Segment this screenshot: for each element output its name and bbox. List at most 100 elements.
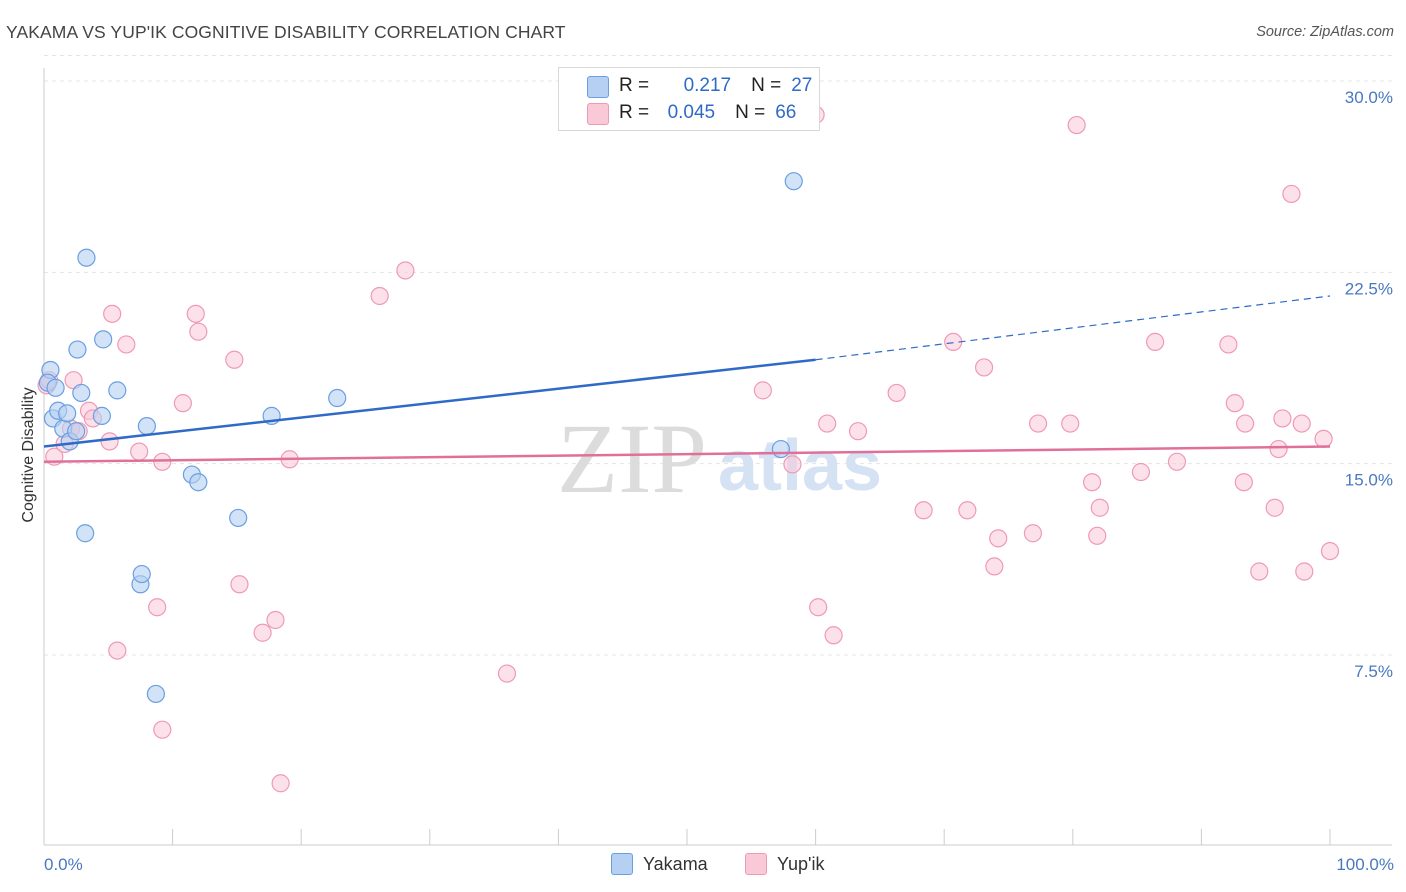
point-yupik: [130, 442, 149, 461]
point-yakama: [58, 404, 77, 423]
point-yakama: [146, 684, 165, 704]
point-yupik: [1061, 414, 1080, 433]
point-yupik: [1082, 473, 1102, 492]
legend-r-label: R =: [619, 102, 650, 123]
point-yupik: [370, 286, 389, 306]
point-yakama: [108, 381, 127, 400]
point-yupik: [1250, 562, 1269, 581]
point-yupik: [1265, 498, 1284, 517]
trend-lines: [43, 295, 1331, 464]
y-tick-label: 7.5%: [1354, 662, 1393, 681]
point-yupik: [974, 358, 994, 377]
trend-line-yakama-extension: [815, 295, 1331, 361]
point-yupik: [153, 720, 172, 739]
point-yupik: [100, 432, 119, 451]
point-yupik: [1090, 498, 1109, 517]
point-yakama: [46, 378, 65, 397]
legend-row-yakama: R = 0.217 N = 27: [619, 73, 812, 99]
point-yupik: [186, 304, 205, 323]
point-yupik: [1314, 429, 1333, 448]
legend-n-label: N =: [751, 75, 782, 96]
point-yupik: [189, 322, 208, 341]
point-yakama: [72, 383, 91, 403]
axes: [43, 68, 1392, 846]
point-yupik: [173, 394, 192, 413]
point-yupik: [1146, 332, 1165, 352]
legend-row-yupik: R = 0.045 N = 66: [619, 100, 796, 126]
trend-line-yupik: [43, 445, 1331, 464]
point-yupik: [148, 598, 167, 617]
point-yupik: [1088, 526, 1107, 545]
point-yakama: [94, 330, 113, 349]
point-yupik: [985, 557, 1004, 576]
point-yupik: [958, 501, 977, 520]
legend-swatch-yupik: [587, 103, 609, 125]
point-yupik: [887, 383, 906, 403]
point-yupik: [1320, 541, 1340, 561]
point-yupik: [1067, 115, 1086, 135]
point-yupik: [153, 452, 172, 471]
chart-title: YAKAMA VS YUP'IK COGNITIVE DISABILITY CO…: [6, 22, 566, 42]
point-yupik: [271, 774, 290, 793]
legend-swatch-yakama: [587, 76, 609, 98]
point-yupik: [809, 598, 828, 617]
point-yupik: [1219, 335, 1238, 354]
point-yakama: [92, 406, 111, 425]
grid-lines: [44, 54, 1392, 656]
x-tick-labels: 0.0% 100.0%: [44, 855, 1394, 874]
point-yupik: [1028, 414, 1048, 433]
point-yupik: [753, 381, 772, 400]
x-tick-label-end: 100.0%: [1336, 855, 1394, 874]
watermark-zip: ZIP: [557, 403, 707, 514]
point-yupik: [1292, 414, 1311, 433]
point-yupik: [1295, 562, 1314, 581]
legend: R = 0.217 N = 27 R = 0.045 N = 66: [558, 67, 820, 131]
source-label: Source: ZipAtlas.com: [1256, 24, 1394, 40]
point-yupik: [253, 623, 272, 642]
point-yupik: [103, 304, 122, 323]
point-yupik: [783, 455, 802, 474]
point-yupik: [1273, 409, 1292, 428]
trend-line-yakama: [43, 358, 816, 448]
point-yupik: [848, 422, 868, 441]
point-yupik: [1167, 452, 1187, 471]
point-yupik: [1131, 462, 1151, 482]
point-yupik: [824, 626, 843, 645]
point-yupik: [1234, 473, 1253, 492]
legend-r-value: 0.045: [667, 102, 716, 123]
point-yupik: [818, 414, 837, 433]
point-yupik: [266, 610, 285, 630]
point-yupik: [1023, 524, 1043, 543]
point-yupik: [989, 529, 1008, 548]
point-yakama: [137, 416, 156, 436]
point-yakama: [229, 508, 248, 528]
point-yupik: [1236, 414, 1255, 433]
series-yakama-points: [38, 172, 803, 704]
y-tick-label: 15.0%: [1345, 471, 1393, 490]
point-yakama: [77, 248, 96, 267]
bottom-legend-yakama: Yakama: [611, 851, 708, 877]
bottom-legend-label-yakama: Yakama: [643, 853, 708, 874]
point-yupik: [1269, 439, 1288, 459]
point-yupik: [914, 501, 933, 520]
bottom-legend-yupik: Yup'ik: [745, 851, 824, 877]
legend-n-value: 66: [775, 102, 797, 123]
bottom-legend-label-yupik: Yup'ik: [777, 853, 825, 874]
point-yupik: [230, 575, 249, 594]
point-yakama: [328, 388, 347, 408]
point-yakama: [76, 524, 95, 543]
legend-n-value: 27: [791, 75, 813, 96]
point-yupik: [1225, 394, 1244, 413]
point-yakama: [189, 473, 208, 492]
legend-r-value: 0.217: [683, 75, 732, 96]
x-tick-label-start: 0.0%: [44, 855, 83, 874]
point-yupik: [108, 641, 127, 660]
point-yupik: [117, 335, 136, 354]
y-tick-label: 30.0%: [1345, 88, 1393, 107]
point-yakama: [771, 439, 790, 459]
point-yupik: [1282, 184, 1301, 204]
bottom-legend-swatch-yupik: [745, 853, 767, 875]
point-yakama: [67, 422, 86, 441]
legend-n-label: N =: [735, 102, 766, 123]
